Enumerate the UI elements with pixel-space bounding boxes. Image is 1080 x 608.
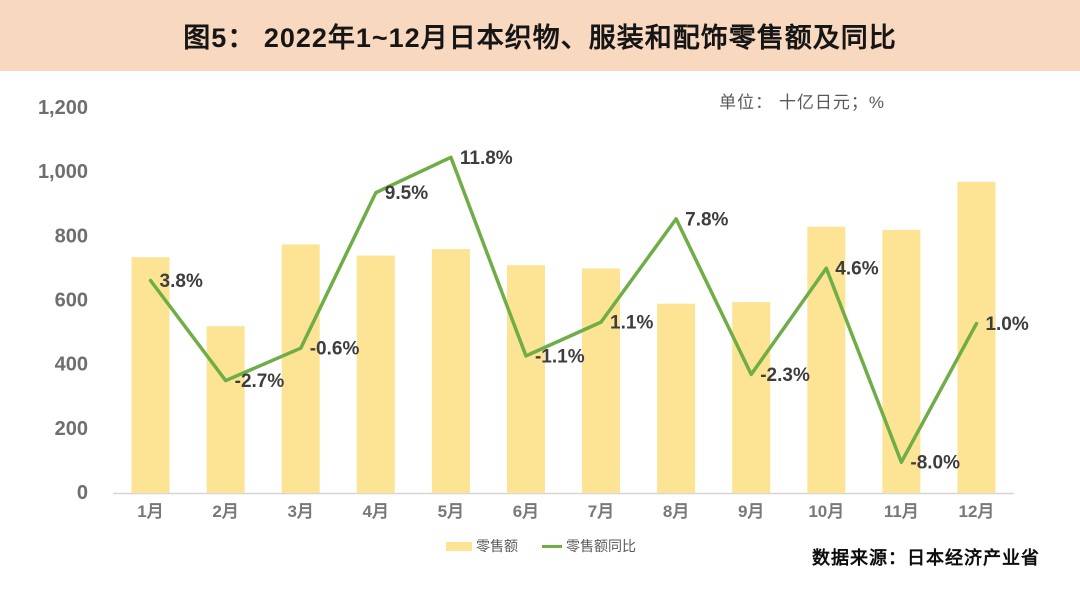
y-axis-tick-label: 1,200: [38, 97, 88, 119]
y-axis-tick-label: 0: [77, 482, 88, 504]
y-axis-tick-label: 200: [55, 418, 88, 440]
data-label-4月: 9.5%: [385, 183, 428, 204]
x-axis-tick-label: 11月: [884, 502, 919, 521]
chart-legend: 零售额 零售额同比: [446, 536, 636, 556]
x-axis-tick-label: 2月: [212, 502, 238, 521]
trend-line: [148, 155, 979, 464]
data-label-7月: 1.1%: [610, 313, 653, 334]
bar-6月: [506, 265, 545, 493]
x-axis-tick-label: 7月: [588, 502, 614, 521]
legend-bar-swatch: [446, 541, 472, 551]
x-axis-tick-label: 4月: [363, 502, 389, 521]
x-axis-tick-label: 12月: [958, 502, 994, 521]
legend-line-swatch: [542, 544, 562, 548]
chart-title: 图5： 2022年1~12月日本织物、服装和配饰零售额及同比: [183, 23, 897, 53]
legend-bar-label: 零售额: [476, 538, 518, 554]
bar-1月: [131, 257, 170, 493]
data-label-6月: -1.1%: [535, 346, 585, 367]
x-axis-tick-label: 8月: [663, 502, 689, 521]
data-label-5月: 11.8%: [460, 148, 513, 169]
legend-item-line: 零售额同比: [542, 536, 636, 556]
data-label-10月: 4.6%: [835, 259, 878, 280]
data-label-8月: 7.8%: [685, 209, 728, 230]
data-label-2月: -2.7%: [235, 371, 285, 392]
chart-canvas: 1,200 1,000 800 600 400 200 0 1月 2月 3月 4月 5月 6月 7月 8月 9…: [38, 97, 1029, 521]
bar-8月: [657, 303, 696, 493]
x-axis-tick-label: 5月: [438, 502, 464, 521]
y-axis-tick-label: 400: [55, 354, 88, 376]
bar-12月: [957, 181, 996, 493]
bar-3月: [281, 244, 320, 493]
title-band: 图5： 2022年1~12月日本织物、服装和配饰零售额及同比: [0, 0, 1080, 71]
data-source: 数据来源：日本经济产业省: [812, 548, 1040, 568]
x-axis-tick-label: 1月: [137, 502, 163, 521]
data-label-11月: -8.0%: [910, 453, 960, 474]
x-axis-tick-label: 9月: [738, 502, 764, 521]
bar-5月: [431, 249, 470, 493]
data-label-9月: -2.3%: [760, 365, 810, 386]
data-label-3月: -0.6%: [310, 339, 360, 360]
bar-4月: [356, 255, 395, 493]
x-axis-tick-label: 3月: [287, 502, 313, 521]
x-axis-tick-label: 10月: [808, 502, 844, 521]
y-axis-tick-label: 600: [55, 290, 88, 312]
y-axis-tick-label: 1,000: [38, 161, 88, 183]
bar-2月: [206, 326, 245, 493]
data-label-1月: 3.8%: [160, 271, 203, 292]
legend-item-bar: 零售额: [446, 536, 518, 556]
bar-11月: [882, 229, 921, 493]
y-axis-tick-label: 800: [55, 225, 88, 247]
data-label-12月: 1.0%: [985, 314, 1028, 335]
unit-label: 单位： 十亿日元；%: [719, 93, 885, 112]
x-axis-tick-label: 6月: [513, 502, 539, 521]
legend-line-label: 零售额同比: [566, 538, 636, 554]
bar-9月: [732, 302, 771, 493]
